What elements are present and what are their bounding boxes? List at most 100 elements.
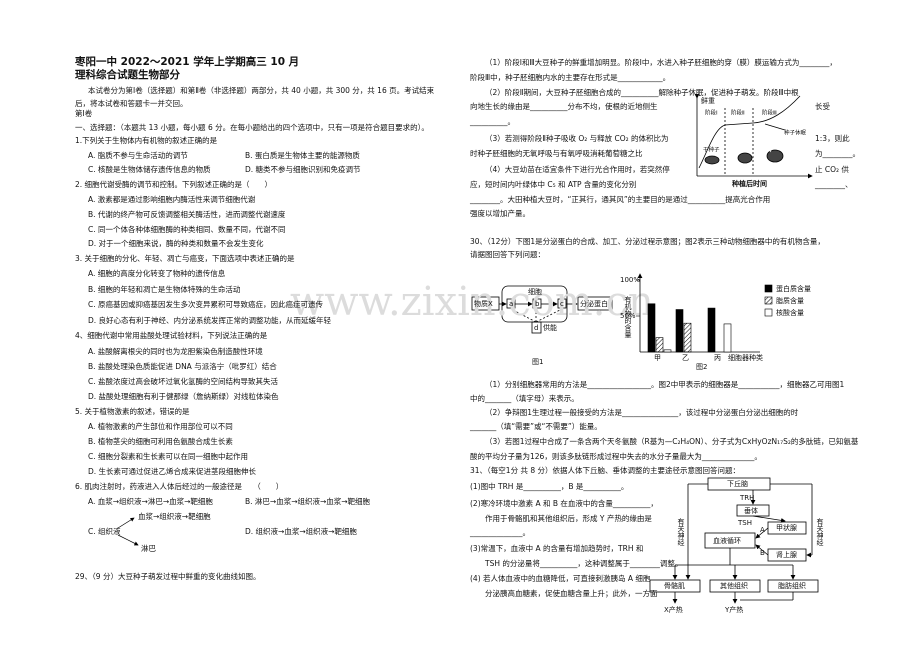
fig1-label: 供能 [543, 323, 557, 332]
x-tick-label: 丙 [714, 354, 721, 362]
option: D. 糖类不参与细胞识别和免疫调节 [245, 164, 361, 174]
arrow [117, 517, 135, 529]
question-line: 1:3，则此 [815, 133, 850, 143]
question-line: 中的_______（填字母）来表示。 [470, 393, 579, 403]
diagram-label: A [760, 526, 765, 534]
section-title: 第Ⅰ卷 [75, 108, 93, 118]
y-tick-label: 50% [620, 312, 636, 320]
question-line: (1)图中 TRH 是__________，B 是__________。 [470, 481, 629, 491]
question-line: （1）阶段Ⅰ和Ⅲ大豆种子的鲜重增加明显。阶段Ⅰ中，水进入种子胚细胞的穿（膜）膜运… [485, 57, 837, 67]
option: D. 对于一个细胞来说，酶的种类和数量不会发生变化 [88, 238, 264, 248]
question-line: 作用于骨骼肌和其他组织后，形成 Y 产热的缘由是 [485, 513, 652, 523]
stage-label: 阶段Ⅰ [705, 109, 718, 117]
arrow [117, 534, 139, 546]
stage-label: 阶段Ⅲ [762, 109, 777, 117]
question-line: 强度以增加产量。 [470, 208, 530, 218]
diagram-label: TRH [739, 494, 754, 502]
question-stem: 29、（9 分）大豆种子萌发过程中鲜重的变化曲线如图。 [75, 571, 261, 581]
legend-swatch [764, 296, 773, 305]
question-line: 分泌胰高血糖素，促使血糖含量上升；此外，一方面 [485, 588, 658, 598]
option-path: 淋巴 [141, 543, 156, 553]
option: D. 组织液→血浆→组织液→靶细胞 [245, 526, 357, 536]
x-tick-label: 乙 [682, 354, 689, 362]
question-line: 酸的平均分子量为126，则该多肽链形成过程中失去的水分子量最大为________… [470, 451, 762, 461]
axis-label: 种植后时间 [731, 179, 767, 188]
option: D. 盐酸处理细胞有利于健那绿（詹纳斯绿）对线粒体染色 [88, 391, 279, 401]
diagram-label: 垂体 [744, 506, 758, 515]
option: A. 脂质不参与生命活动的调节 [88, 150, 188, 160]
x-tick-label: 甲 [654, 354, 661, 362]
y-tick-label: 100% [620, 276, 640, 284]
option: A. 植物激素的产生部位和作用部位可以不同 [88, 421, 233, 431]
question-line: 请据图回答下列问题： [470, 249, 545, 259]
diagram-label: Y产热 [724, 605, 743, 614]
question-stem: 6. 肌肉注射时，药液进入人体后经过的一般途径是 （ ） [75, 481, 284, 491]
option: C. 组织液 [88, 526, 121, 536]
question-line: 止 CO₂ 供 [815, 164, 849, 174]
question-stem: 2. 细胞代谢受酶的调节和控制。下列叙述正确的是（ ） [75, 179, 273, 189]
intro: 本试卷分为第Ⅰ卷（选择题）和第Ⅱ卷（非选择题）两部分，共 40 小题，共 300… [75, 85, 435, 108]
subtitle: 理科综合试题生物部分 [75, 68, 180, 81]
question-line: 时种子胚细胞的无氧呼吸与有氧呼吸消耗葡萄糖之比 [470, 148, 643, 158]
bar [647, 303, 656, 353]
y-axis-label: 有机物的含量 [624, 295, 632, 338]
bar [675, 309, 684, 353]
option: A. 激素都是通过影响细胞内酶活性来调节细胞代谢 [88, 194, 256, 204]
axis-label: 细胞器种类 [728, 353, 763, 362]
diagram-label: 骨骼肌 [664, 581, 685, 590]
question-line: (2)寒冷环境中激素 A 和 B 在血液中的含量__________， [470, 498, 658, 508]
diagram-label: 其他组织 [720, 581, 748, 590]
question-line: __________。 [470, 116, 515, 126]
fig1-label: d [534, 324, 538, 332]
title: 枣阳一中 2022～2021 学年上学期高三 10 月 [75, 55, 300, 68]
question-line: ________、 [815, 179, 853, 189]
instructions: 一、选择题：（本题共 13 小题，每小题 6 分。在每小题给出的四个选项中，只有… [75, 122, 429, 132]
graph-label: 种子休眠 [784, 129, 807, 137]
question-line: （2）争辩图1生理过程一般接受的方法是_______________，该过程中分… [485, 407, 799, 417]
question-line: TSH 的分泌量将__________，这种调整属于________调整。 [485, 558, 683, 568]
question-stem: 5. 关于植物激素的叙述，错误的是 [75, 406, 190, 416]
legend-swatch [764, 284, 773, 293]
graph-label: 鲜重 [701, 96, 715, 105]
question-line: （1）分别细胞器常用的方法是_________________。图2中甲表示的细… [485, 379, 845, 389]
question-line: (4) 若人体血液中的血糖降低，可直接刺激胰岛 A 细胞 [470, 573, 651, 583]
option: C. 原癌基因或抑癌基因发生多次变异累积可导致癌症，因此癌症可遗传 [88, 299, 324, 309]
diagram-label: TSH [737, 519, 752, 527]
question-line: （3）若测得阶段Ⅱ种子吸收 O₂ 与释放 CO₂ 的体积比为 [485, 133, 669, 143]
bar [663, 349, 672, 353]
question-line: ________。大田种植大豆时，“正其行，通其风”的主要目的是通过______… [470, 194, 771, 204]
option: A. 盐酸解离根尖的同时也为龙胆紫染色制造酸性环境 [88, 346, 263, 356]
hormone-diagram [649, 477, 819, 604]
option: B. 代谢的终产物可反馈调整相关酶活性，进而调整代谢速度 [88, 209, 286, 219]
fig1-diagram [471, 285, 613, 334]
diagram-label: 下丘脑 [727, 479, 748, 488]
option: B. 植物茎尖的细胞可利用色氨酸合成生长素 [88, 436, 233, 446]
bar [655, 337, 664, 353]
question-line: （2）阶段Ⅱ期间，大豆种子胚细胞合成的__________解除种子休眠，促进种子… [485, 87, 799, 97]
question-stem: 1.下列关于生物体内有机物的叙述正确的是 [75, 135, 218, 145]
figure-title: 图2 [696, 363, 707, 371]
question-line: （3）若图1过程中合成了一条含两个天冬氨酸（R基为—C₂H₄ON）、分子式为Cx… [485, 436, 859, 446]
fig1-label: 细胞 [528, 287, 542, 296]
diagram-label: 有关神经 [816, 517, 824, 546]
question-line: ______________。 [470, 527, 530, 537]
diagram-label: 甲状腺 [776, 523, 797, 532]
fig1-label: 分泌蛋白 [580, 299, 608, 308]
question-line: 向地生长的缘由是__________分布不均，使根的近地侧生 [470, 101, 658, 111]
diagram-label: 脂肪组织 [778, 581, 806, 590]
option: B. 淋巴→血浆→组织液→血浆→靶细胞 [245, 496, 371, 506]
option: D. 生长素可通过促进乙烯合成来促进茎段细胞伸长 [88, 466, 257, 476]
question-line: 31、（每空1分 共 8 分）依据人体下丘脑、垂体调整的主要途径示意图回答问题： [470, 465, 740, 475]
bar [683, 322, 692, 353]
question-line: 为________。 [815, 148, 860, 158]
fig1-label: 物质X [474, 299, 493, 308]
growth-graph [694, 94, 813, 179]
graph-label: 干种子 [703, 146, 720, 154]
question-stem: 3. 关于细胞的分化、年轻、凋亡与癌变，下面选项中表述正确的是 [75, 253, 295, 263]
diagram-label: 有关神经 [677, 517, 685, 546]
option: A. 细胞的高度分化转变了物种的遗传信息 [88, 268, 226, 278]
diagram-label: 肾上腺 [776, 550, 797, 559]
legend-label: 脂质含量 [776, 296, 804, 305]
